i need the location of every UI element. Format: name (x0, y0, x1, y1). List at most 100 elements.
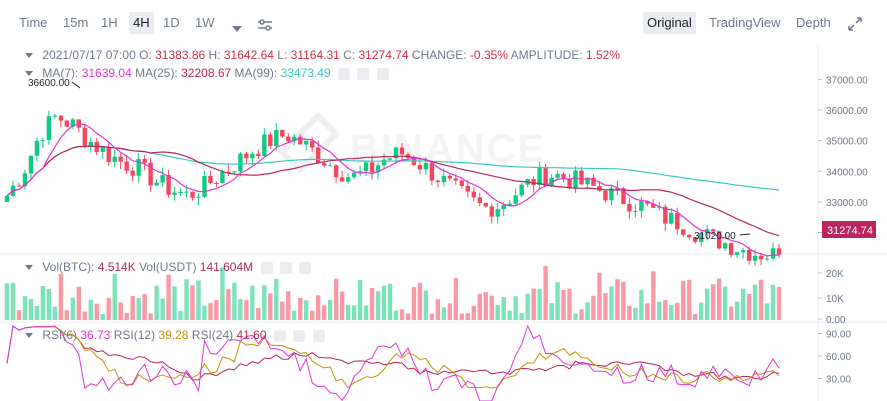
vol-close-icon[interactable] (299, 261, 312, 274)
candle-body (519, 184, 524, 196)
rsi-collapse-triangle-icon[interactable] (25, 333, 33, 339)
candle-body (663, 206, 668, 224)
collapse-triangle-icon[interactable] (25, 53, 33, 59)
interval-time[interactable]: Time (19, 15, 48, 30)
vol-collapse-triangle-icon[interactable] (25, 265, 33, 271)
interval-1d[interactable]: 1D (163, 15, 180, 30)
volume-bar (609, 286, 614, 320)
fullscreen-icon[interactable] (848, 16, 862, 38)
volume-bar (764, 303, 770, 320)
candle-body (597, 185, 602, 191)
candle-body (746, 250, 752, 261)
candle-body (88, 141, 93, 146)
high-label: H: (208, 48, 221, 62)
candle-body (292, 136, 297, 142)
ohlc-date: 2021/07/17 07:00 (42, 48, 136, 62)
volume-bar (16, 310, 22, 320)
view-original[interactable]: Original (643, 12, 696, 34)
volume-bar (663, 300, 668, 320)
vol-visibility-icon[interactable] (260, 261, 273, 274)
volume-bar (106, 297, 111, 320)
volume-bar (669, 305, 674, 320)
rsi-tick-label: 60.00 (826, 352, 851, 363)
candle-body (483, 203, 488, 207)
volume-bar (567, 288, 572, 320)
candle-body (304, 140, 309, 145)
candle-body (112, 156, 117, 162)
ma25-label: MA(25): (135, 66, 178, 80)
low-marker: 31020.00 (694, 231, 751, 242)
volume-bar (118, 302, 123, 320)
vol-settings-icon[interactable] (279, 261, 292, 274)
volume-bar (399, 309, 405, 320)
watermark-text: BINANCE (350, 127, 546, 171)
candle-body (46, 116, 52, 141)
low-marker-label: 31020.00 (694, 231, 736, 242)
rsi12-line (6, 325, 780, 389)
candle-body (40, 140, 46, 142)
ma-settings-icon[interactable] (357, 67, 370, 80)
volume-bar (639, 289, 644, 320)
interval-1w[interactable]: 1W (195, 15, 215, 30)
toolbar: Time 15m 1H 4H 1D 1W Original TradingVie… (0, 0, 887, 44)
volume-bar (10, 282, 16, 320)
candle-body (435, 180, 441, 183)
volume-bar (154, 285, 159, 320)
volume-bar (710, 284, 716, 320)
volume-bar (537, 289, 542, 320)
view-depth[interactable]: Depth (796, 15, 831, 30)
rsi-visibility-icon[interactable] (273, 329, 286, 342)
ma-collapse-triangle-icon[interactable] (25, 71, 33, 77)
volume-bar (591, 295, 596, 320)
volume-bar (148, 313, 153, 320)
volume-bar (621, 281, 626, 320)
interval-15m[interactable]: 15m (63, 15, 89, 30)
volume-bar (728, 306, 734, 320)
vol-usdt-value: 141.604M (199, 260, 254, 274)
rsi24-label: RSI(24) (191, 328, 234, 342)
volume-bar (238, 299, 243, 320)
volume-bar (597, 272, 602, 320)
volume-bar (226, 289, 231, 320)
rsi-settings-icon[interactable] (293, 329, 306, 342)
volume-bar (633, 307, 638, 320)
candle-body (190, 191, 195, 198)
interval-4h[interactable]: 4H (129, 12, 154, 34)
candle-body (130, 170, 135, 176)
volume-bar (489, 295, 494, 320)
high-value: 31642.64 (223, 48, 274, 62)
volume-bar (519, 312, 524, 320)
chart-canvas[interactable]: BINANCE 37000.00 36000.00 35000.00 34000.00… (0, 44, 887, 401)
candle-body (58, 115, 64, 121)
candle-body (22, 173, 28, 187)
volume-bar (615, 279, 620, 320)
more-intervals-chevron-icon[interactable] (232, 18, 242, 40)
candle-body (573, 170, 578, 188)
ma-close-icon[interactable] (376, 67, 389, 80)
interval-1h[interactable]: 1H (101, 15, 118, 30)
price-tick-label: 33000.00 (826, 198, 868, 209)
candle-body (124, 161, 129, 171)
rsi-tick-label: 90.00 (826, 330, 851, 341)
ma-visibility-icon[interactable] (337, 67, 350, 80)
rsi-close-icon[interactable] (312, 329, 325, 342)
candle-body (776, 248, 782, 255)
candle-body (657, 206, 662, 208)
candle-body (561, 174, 566, 179)
rsi6-line (6, 324, 780, 401)
rsi-tick-label: 30.00 (826, 375, 851, 386)
vol-tick-label: 20K (826, 269, 844, 280)
volume-bar (770, 284, 776, 320)
candle-body (34, 140, 40, 156)
indicator-settings-icon[interactable] (258, 16, 272, 38)
view-tradingview[interactable]: TradingView (709, 15, 781, 30)
amplitude-value: 1.52% (586, 48, 621, 62)
candle-body (28, 155, 34, 174)
volume-bar (250, 285, 255, 320)
volume-bar (507, 310, 512, 320)
chart-area[interactable]: BINANCE 37000.00 36000.00 35000.00 34000.00… (0, 44, 887, 401)
candle-body (70, 119, 76, 127)
volume-bar (46, 289, 52, 320)
candle-body (64, 120, 70, 127)
volume-bar (441, 307, 447, 320)
